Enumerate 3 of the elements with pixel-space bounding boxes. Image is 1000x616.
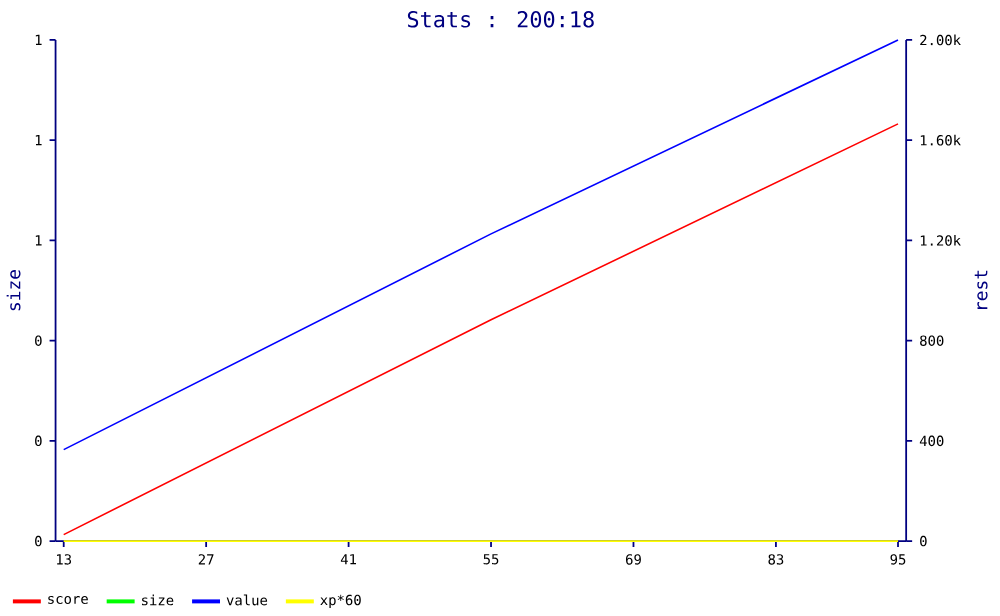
y-axis-title: size [6, 269, 21, 311]
y2-axis-title: rest [974, 270, 988, 309]
chart-title: Stats : 200:18 [407, 10, 594, 28]
